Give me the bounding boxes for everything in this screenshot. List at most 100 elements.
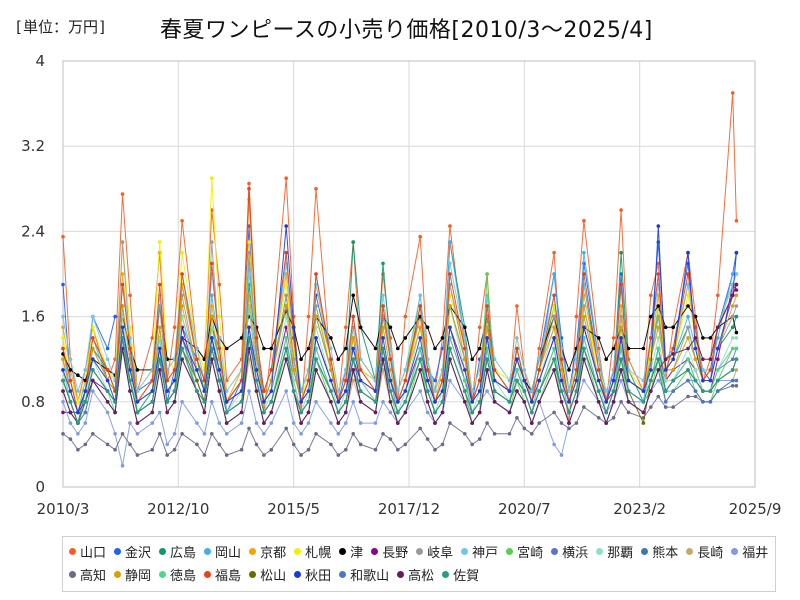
data-point xyxy=(61,432,65,436)
legend-label: 金沢 xyxy=(125,545,152,561)
data-point xyxy=(403,389,408,393)
data-point xyxy=(83,442,88,447)
data-point xyxy=(373,447,378,452)
data-point xyxy=(299,400,303,404)
data-point xyxy=(381,304,385,308)
data-point xyxy=(329,357,333,362)
data-point xyxy=(284,346,289,351)
y-tick-label: 3.2 xyxy=(21,137,45,155)
data-point xyxy=(269,346,274,351)
data-point xyxy=(351,346,356,351)
data-point xyxy=(284,426,289,431)
data-point xyxy=(306,421,311,425)
data-point xyxy=(247,426,251,431)
legend-label: 山口 xyxy=(80,545,107,561)
data-point xyxy=(686,325,690,330)
data-point xyxy=(686,394,690,399)
data-point xyxy=(418,304,423,308)
legend-label: 高松 xyxy=(408,568,435,584)
data-point xyxy=(351,368,356,372)
data-point xyxy=(128,389,132,393)
legend-item: 松山 xyxy=(249,565,286,584)
data-point xyxy=(180,304,184,308)
data-point xyxy=(165,400,169,404)
data-point xyxy=(351,314,356,319)
data-point xyxy=(299,357,303,362)
data-point xyxy=(686,357,690,362)
data-point xyxy=(686,250,690,255)
data-point xyxy=(403,314,408,319)
data-point xyxy=(463,378,467,383)
data-point xyxy=(165,410,169,415)
legend-item: 京都 xyxy=(249,542,286,561)
data-point xyxy=(61,410,65,415)
data-point xyxy=(693,325,698,330)
data-point xyxy=(91,432,95,436)
data-point xyxy=(448,325,452,330)
data-point xyxy=(135,368,140,372)
x-tick-label: 2025/9 xyxy=(729,500,782,518)
data-point xyxy=(582,378,586,383)
data-point xyxy=(157,410,162,415)
data-point xyxy=(388,325,393,330)
data-point xyxy=(619,357,623,362)
data-point xyxy=(61,368,65,372)
legend-item: 札幌 xyxy=(294,542,331,561)
data-point xyxy=(68,400,73,404)
data-point xyxy=(120,240,125,244)
data-point xyxy=(217,389,222,393)
data-point xyxy=(120,463,125,468)
data-point xyxy=(649,314,653,319)
data-point xyxy=(217,421,222,425)
data-point xyxy=(306,389,311,393)
data-point xyxy=(351,432,356,436)
data-point xyxy=(418,325,423,330)
data-point xyxy=(344,400,348,404)
data-point xyxy=(291,325,296,330)
data-point xyxy=(716,357,720,362)
data-point xyxy=(157,240,162,244)
data-point xyxy=(418,426,423,431)
data-point xyxy=(120,272,125,276)
data-point xyxy=(730,304,735,308)
data-point xyxy=(202,432,207,436)
data-point xyxy=(611,378,616,383)
data-point xyxy=(76,447,80,452)
data-point xyxy=(477,410,482,415)
data-point xyxy=(708,357,713,362)
data-point xyxy=(730,368,735,372)
data-point xyxy=(463,346,467,351)
data-point xyxy=(269,421,274,425)
data-point xyxy=(730,357,735,362)
data-point xyxy=(195,421,199,425)
legend-swatch xyxy=(686,547,694,555)
data-point xyxy=(485,421,489,425)
data-point xyxy=(619,325,623,330)
data-point xyxy=(734,272,739,276)
data-point xyxy=(492,368,497,372)
legend-label: 福井 xyxy=(742,545,769,561)
data-point xyxy=(596,357,601,362)
data-point xyxy=(515,416,519,420)
data-point xyxy=(485,357,489,362)
data-point xyxy=(224,400,229,404)
data-point xyxy=(522,400,527,404)
data-point xyxy=(172,432,177,436)
data-point xyxy=(641,410,646,415)
data-point xyxy=(306,410,311,415)
data-point xyxy=(247,250,251,255)
legend-label: 松山 xyxy=(260,568,287,584)
data-point xyxy=(701,389,705,393)
data-point xyxy=(418,336,423,340)
data-point xyxy=(530,421,534,425)
data-point xyxy=(388,400,393,404)
legend-item: 広島 xyxy=(159,542,196,561)
data-point xyxy=(641,400,646,404)
data-point xyxy=(485,304,489,308)
data-point xyxy=(351,240,356,244)
data-point xyxy=(433,421,437,425)
data-point xyxy=(440,336,445,340)
data-point xyxy=(611,400,616,404)
data-point xyxy=(582,325,586,330)
data-point xyxy=(239,400,244,404)
